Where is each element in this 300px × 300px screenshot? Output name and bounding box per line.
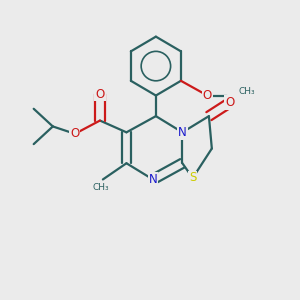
Text: O: O: [70, 127, 80, 140]
Text: N: N: [178, 126, 187, 139]
Text: O: O: [95, 88, 105, 100]
Text: S: S: [189, 172, 196, 184]
Text: N: N: [148, 173, 157, 186]
Text: O: O: [203, 89, 212, 102]
Text: CH₃: CH₃: [92, 183, 109, 192]
Text: CH₃: CH₃: [239, 88, 256, 97]
Text: O: O: [225, 96, 234, 110]
